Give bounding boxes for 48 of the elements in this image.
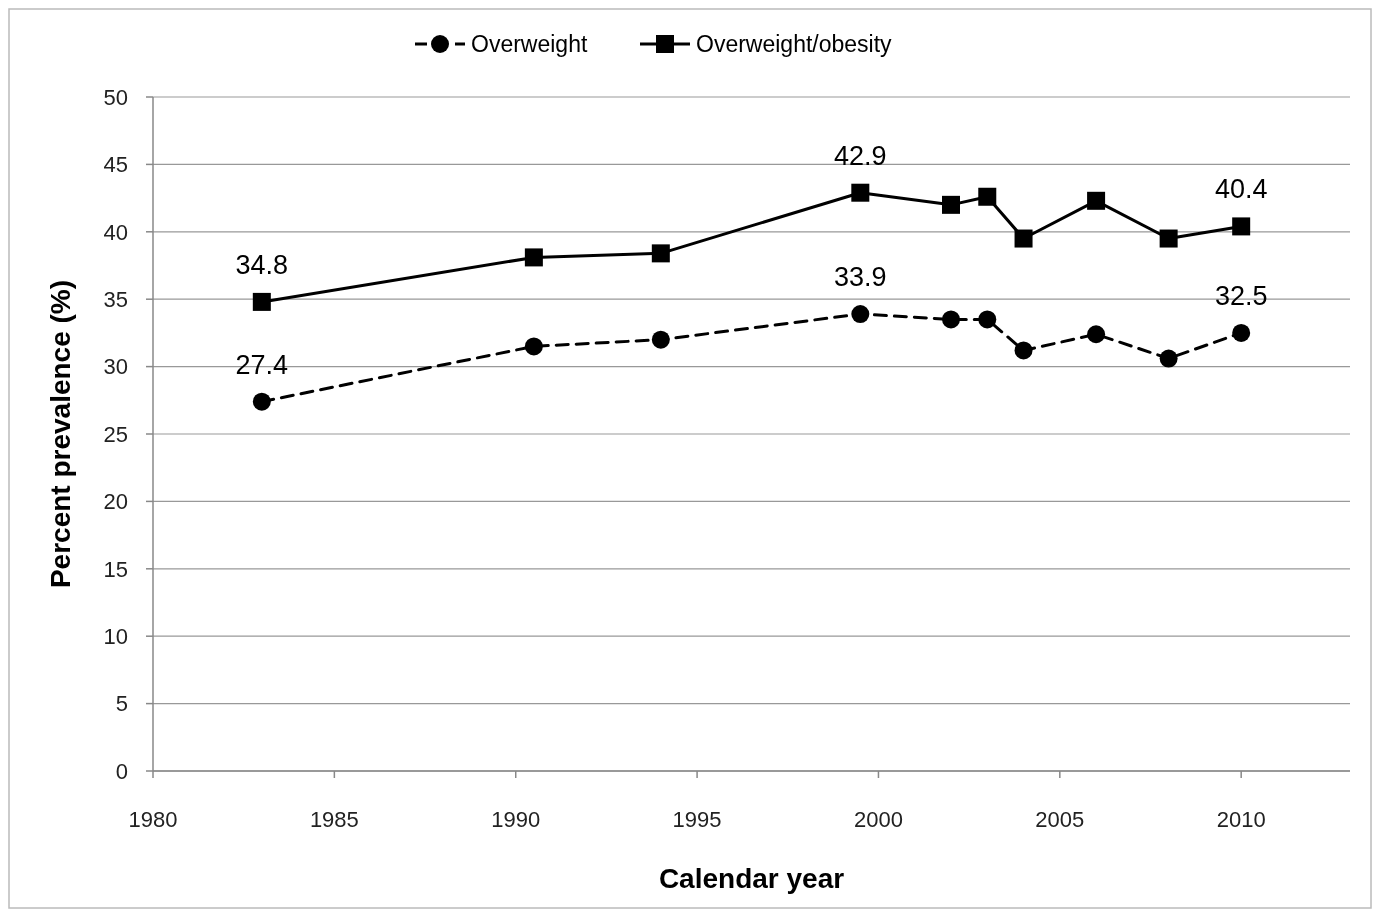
data-label: 33.9 [834, 262, 887, 293]
x-tick-label: 2000 [853, 807, 903, 832]
legend-label: Overweight/obesity [696, 31, 893, 58]
x-tick-label: 2010 [1216, 807, 1266, 832]
point [651, 244, 670, 263]
x-axis-title: Calendar year [658, 863, 845, 894]
y-tick-label: 25 [103, 421, 128, 447]
point [942, 310, 960, 329]
y-tick-label: 50 [103, 84, 128, 110]
point [524, 337, 543, 356]
data-label: 40.4 [1214, 174, 1268, 205]
point [978, 310, 997, 329]
y-tick-label: 5 [115, 691, 128, 717]
point [1159, 349, 1178, 368]
y-tick-label: 45 [103, 152, 128, 178]
y-tick-label: 30 [103, 354, 128, 380]
point [1087, 325, 1106, 344]
data-label: 42.9 [834, 140, 887, 171]
point [252, 392, 271, 411]
data-label: 32.5 [1214, 280, 1268, 311]
y-tick-label: 10 [103, 623, 128, 649]
data-label: 27.4 [235, 349, 289, 380]
point [1232, 323, 1251, 342]
point [978, 187, 997, 206]
y-tick-label: 40 [103, 219, 128, 245]
y-axis-title: Percent prevalence (%) [45, 279, 76, 589]
point [524, 248, 543, 267]
point [252, 292, 271, 311]
x-tick-label: 1980 [128, 807, 178, 832]
x-tick-label: 1985 [309, 807, 359, 832]
x-tick-label: 2005 [1035, 807, 1085, 832]
point [851, 305, 870, 324]
point [1014, 341, 1033, 360]
point [942, 195, 960, 214]
point [851, 183, 870, 202]
legend-label: Overweight [471, 31, 588, 58]
point [1232, 217, 1251, 236]
y-tick-label: 0 [115, 758, 128, 784]
y-tick-label: 15 [103, 556, 128, 582]
point [1087, 191, 1106, 210]
point [651, 330, 670, 349]
point [1159, 229, 1178, 248]
y-tick-label: 20 [103, 489, 128, 515]
data-label: 34.8 [235, 249, 289, 280]
y-tick-label: 35 [103, 286, 128, 312]
x-tick-label: 1995 [672, 807, 722, 832]
x-tick-label: 1990 [491, 807, 541, 832]
point [1014, 229, 1033, 248]
